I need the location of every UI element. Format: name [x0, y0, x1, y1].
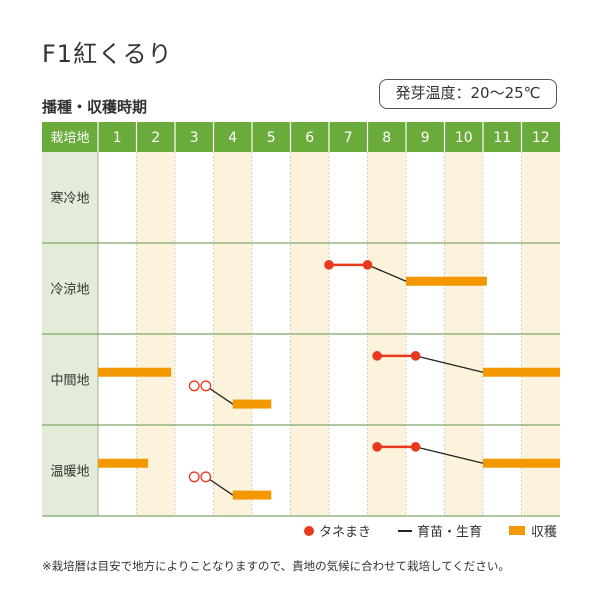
- harvest-bar: [232, 399, 272, 409]
- month-label: 11: [493, 130, 511, 146]
- sowing-dot: [410, 351, 421, 361]
- sowing-dot-open: [200, 380, 212, 392]
- month-label: 10: [455, 130, 473, 146]
- growing-line: [367, 264, 407, 282]
- harvest-bar-icon: [509, 526, 525, 535]
- sowing-dot: [372, 351, 382, 361]
- month-label: 9: [421, 130, 430, 146]
- legend-sow: タネまき: [304, 521, 371, 540]
- month-label: 5: [267, 130, 276, 146]
- sowing-dot: [324, 260, 334, 270]
- schedule-marks: [98, 260, 560, 500]
- growing-line: [415, 355, 484, 373]
- sowing-dot-open: [188, 471, 200, 483]
- sowing-dot: [362, 260, 373, 270]
- sowing-dot-open: [188, 380, 200, 392]
- month-header: 栽培地 1 2 3 4 5 6 7 8 9 10 11 12: [42, 122, 560, 152]
- sowing-dot: [410, 442, 421, 452]
- sowing-dot-open: [200, 471, 212, 483]
- harvest-bar: [98, 458, 149, 468]
- legend-harvest: 収穫: [509, 521, 557, 540]
- growing-line: [415, 446, 484, 464]
- month-label: 7: [344, 130, 353, 146]
- region-label: 中間地: [50, 374, 89, 389]
- region-label: 温暖地: [50, 465, 89, 480]
- region-label: 冷涼地: [50, 283, 89, 298]
- month-label: 1: [113, 130, 122, 146]
- germination-temp-box: 発芽温度：20～25℃: [379, 79, 557, 109]
- legend-sow-label: タネまき: [319, 525, 372, 540]
- sow-dot-icon: [304, 525, 314, 536]
- legend-harvest-label: 収穫: [531, 525, 558, 540]
- harvest-bar: [232, 490, 272, 500]
- harvest-bar: [483, 367, 560, 377]
- month-label: 8: [382, 130, 391, 146]
- region-label: 寒冷地: [50, 191, 89, 207]
- header-region-label: 栽培地: [50, 130, 89, 146]
- harvest-bar: [98, 367, 172, 377]
- sowing-dot: [372, 442, 382, 452]
- month-label: 3: [190, 130, 199, 146]
- legend-grow-label: 育苗・生育: [417, 525, 483, 540]
- product-title: F1紅くるり: [42, 40, 173, 68]
- grid-lines: [42, 152, 560, 517]
- footnote: ※栽培暦は目安で地方によりことなりますので、貴地の気候に合わせて栽培してください…: [42, 559, 510, 573]
- month-label: 6: [305, 130, 314, 146]
- header-bar: [42, 122, 560, 152]
- harvest-bar: [483, 458, 560, 468]
- month-label: 2: [151, 130, 160, 146]
- grow-line-icon: [398, 529, 412, 532]
- month-label: 12: [532, 130, 550, 146]
- harvest-bar: [406, 276, 487, 286]
- legend-grow: 育苗・生育: [398, 521, 482, 540]
- month-label: 4: [228, 130, 237, 146]
- section-title: 播種・収穫時期: [42, 98, 148, 116]
